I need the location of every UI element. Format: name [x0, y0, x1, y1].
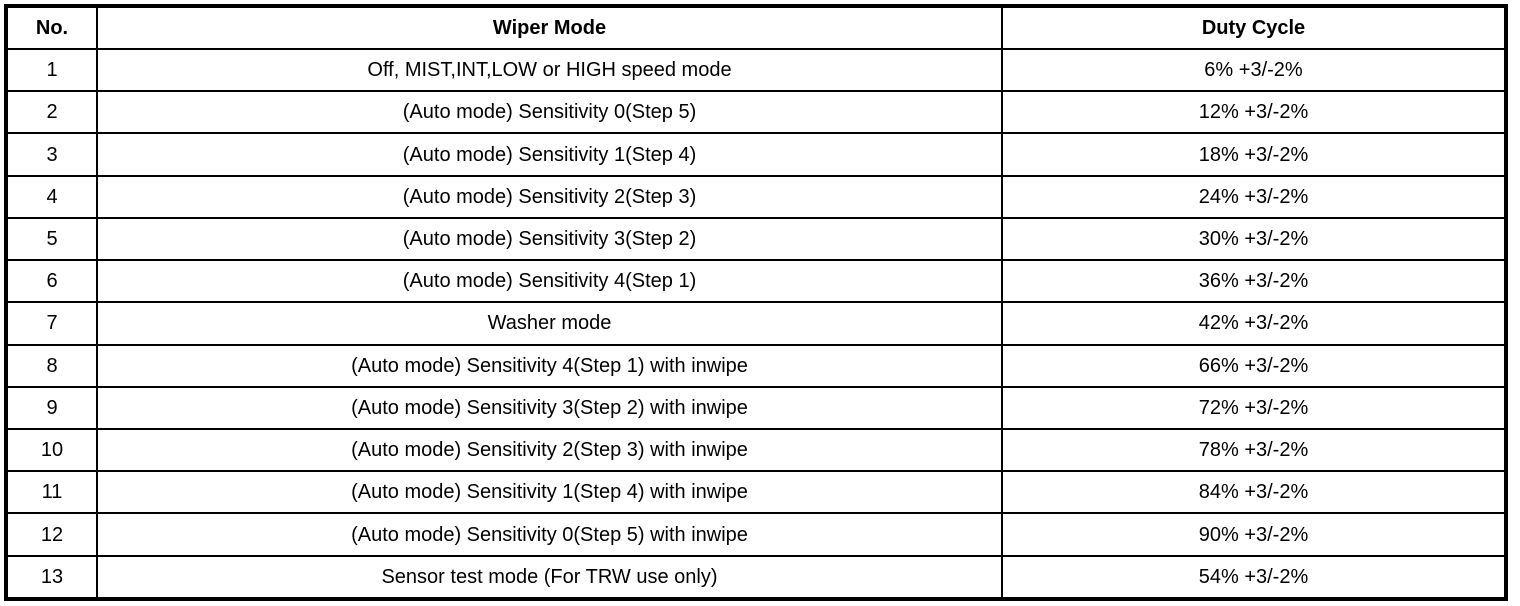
- table-row: 9 (Auto mode) Sensitivity 3(Step 2) with …: [5, 385, 1507, 430]
- wiper-duty-cycle-table: No. Wiper Mode Duty Cycle 1 Off, MIST,INT…: [4, 4, 1508, 601]
- cell-wiper-mode: (Auto mode) Sensitivity 2(Step 3) with i…: [96, 427, 1003, 473]
- cell-duty-cycle: 6% +3/-2%: [1001, 47, 1507, 93]
- cell-wiper-mode: (Auto mode) Sensitivity 3(Step 2) with i…: [96, 385, 1003, 430]
- cell-wiper-mode: (Auto mode) Sensitivity 0(Step 5) with i…: [96, 512, 1003, 557]
- table-row: 1 Off, MIST,INT,LOW or HIGH speed mode 6% …: [5, 47, 1507, 93]
- header-wiper-mode: Wiper Mode: [96, 5, 1003, 50]
- cell-no: 11: [5, 470, 98, 515]
- cell-duty-cycle: 12% +3/-2%: [1001, 90, 1507, 135]
- cell-no: 2: [5, 90, 98, 135]
- table-row: 11 (Auto mode) Sensitivity 1(Step 4) with…: [5, 470, 1507, 515]
- table-row: 10 (Auto mode) Sensitivity 2(Step 3) with…: [5, 427, 1507, 473]
- cell-wiper-mode: Off, MIST,INT,LOW or HIGH speed mode: [96, 47, 1003, 93]
- cell-duty-cycle: 30% +3/-2%: [1001, 216, 1507, 262]
- cell-wiper-mode: (Auto mode) Sensitivity 3(Step 2): [96, 216, 1003, 262]
- cell-wiper-mode: (Auto mode) Sensitivity 1(Step 4) with i…: [96, 470, 1003, 515]
- cell-wiper-mode: (Auto mode) Sensitivity 0(Step 5): [96, 90, 1003, 135]
- cell-duty-cycle: 36% +3/-2%: [1001, 259, 1507, 304]
- cell-no: 10: [5, 427, 98, 473]
- cell-wiper-mode: (Auto mode) Sensitivity 4(Step 1): [96, 259, 1003, 304]
- cell-wiper-mode: (Auto mode) Sensitivity 1(Step 4): [96, 132, 1003, 177]
- table-row: 7 Washer mode 42% +3/-2%: [5, 301, 1507, 346]
- cell-no: 3: [5, 132, 98, 177]
- cell-duty-cycle: 84% +3/-2%: [1001, 470, 1507, 515]
- cell-wiper-mode: (Auto mode) Sensitivity 4(Step 1) with i…: [96, 343, 1003, 388]
- cell-duty-cycle: 72% +3/-2%: [1001, 385, 1507, 430]
- cell-duty-cycle: 24% +3/-2%: [1001, 174, 1507, 219]
- cell-no: 13: [5, 554, 98, 601]
- table-row: 3 (Auto mode) Sensitivity 1(Step 4) 18% +3…: [5, 132, 1507, 177]
- cell-duty-cycle: 78% +3/-2%: [1001, 427, 1507, 473]
- header-duty-cycle: Duty Cycle: [1001, 5, 1507, 50]
- cell-no: 5: [5, 216, 98, 262]
- table-row: 2 (Auto mode) Sensitivity 0(Step 5) 12% +3…: [5, 90, 1507, 135]
- table-row: 4 (Auto mode) Sensitivity 2(Step 3) 24% +3…: [5, 174, 1507, 219]
- header-row: No. Wiper Mode Duty Cycle: [5, 5, 1507, 50]
- cell-no: 8: [5, 343, 98, 388]
- table-row: 5 (Auto mode) Sensitivity 3(Step 2) 30% +3…: [5, 216, 1507, 262]
- cell-no: 12: [5, 512, 98, 557]
- cell-no: 9: [5, 385, 98, 430]
- table-row: 13 Sensor test mode (For TRW use only) 54%…: [5, 554, 1507, 601]
- cell-duty-cycle: 90% +3/-2%: [1001, 512, 1507, 557]
- table-row: 6 (Auto mode) Sensitivity 4(Step 1) 36% +3…: [5, 259, 1507, 304]
- cell-no: 4: [5, 174, 98, 219]
- cell-duty-cycle: 18% +3/-2%: [1001, 132, 1507, 177]
- cell-wiper-mode: Sensor test mode (For TRW use only): [96, 554, 1003, 601]
- header-no: No.: [5, 5, 98, 50]
- cell-no: 6: [5, 259, 98, 304]
- cell-wiper-mode: (Auto mode) Sensitivity 2(Step 3): [96, 174, 1003, 219]
- cell-duty-cycle: 66% +3/-2%: [1001, 343, 1507, 388]
- cell-no: 7: [5, 301, 98, 346]
- cell-duty-cycle: 54% +3/-2%: [1001, 554, 1507, 601]
- table-row: 12 (Auto mode) Sensitivity 0(Step 5) with…: [5, 512, 1507, 557]
- table-row: 8 (Auto mode) Sensitivity 4(Step 1) with …: [5, 343, 1507, 388]
- cell-no: 1: [5, 47, 98, 93]
- cell-wiper-mode: Washer mode: [96, 301, 1003, 346]
- cell-duty-cycle: 42% +3/-2%: [1001, 301, 1507, 346]
